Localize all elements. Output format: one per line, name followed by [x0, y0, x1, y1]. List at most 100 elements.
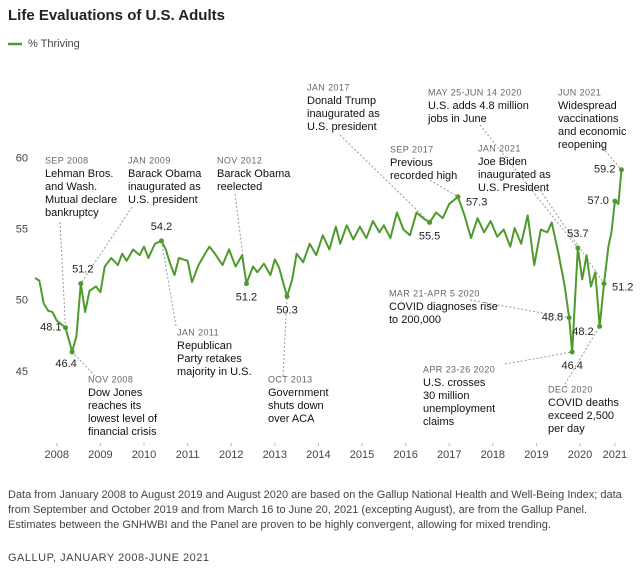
- footnote: Data from January 2008 to August 2019 an…: [8, 489, 622, 531]
- y-tick-label: 55: [16, 223, 28, 235]
- annotation-text: COVID diagnoses rise: [389, 301, 498, 313]
- value-label: 48.8: [542, 312, 563, 324]
- annotation-text: U.S. president: [128, 194, 198, 206]
- annotation-point: [78, 281, 84, 287]
- annotation-point: [284, 293, 290, 299]
- annotation-date: JUN 2021: [558, 87, 601, 97]
- annotation-connector: [71, 351, 96, 377]
- annotation-text: Republican: [177, 340, 232, 352]
- annotation-text: inaugurated as: [478, 169, 551, 181]
- annotation-date: APR 23-26 2020: [423, 364, 495, 374]
- annotation-connector: [160, 240, 177, 327]
- annotation-date: NOV 2008: [88, 374, 133, 384]
- annotation-connector: [339, 134, 430, 223]
- annotation-date: SEP 2008: [45, 155, 89, 165]
- annotation-text: and Wash.: [45, 181, 97, 193]
- x-tick-label: 2012: [219, 449, 243, 461]
- x-tick-label: 2018: [481, 449, 505, 461]
- annotation-connector: [59, 221, 67, 328]
- annotation-text: majority in U.S.: [177, 366, 252, 378]
- x-tick-label: 2011: [176, 449, 200, 461]
- annotation-text: Barack Obama: [128, 168, 202, 180]
- annotation-text: Dow Jones: [88, 387, 143, 399]
- value-label: 46.4: [561, 360, 582, 372]
- annotation-text: exceed 2,500: [548, 410, 614, 422]
- annotation-text: U.S. president: [307, 121, 377, 133]
- annotation-text: Donald Trump: [307, 95, 376, 107]
- annotation-text: reelected: [217, 181, 262, 193]
- annotation-point: [569, 349, 575, 355]
- annotation-point: [455, 194, 461, 200]
- annotation-text: COVID deaths: [548, 397, 619, 409]
- value-label: 48.1: [40, 322, 61, 334]
- annotation-text: Barack Obama: [217, 168, 291, 180]
- annotation-text: over ACA: [268, 413, 315, 425]
- annotation-text: bankruptcy: [45, 207, 99, 219]
- x-tick-label: 2013: [263, 449, 287, 461]
- annotation-text: shuts down: [268, 400, 324, 412]
- annotation-date: OCT 2013: [268, 374, 313, 384]
- annotation-connector: [234, 193, 247, 284]
- annotation-connector: [469, 299, 570, 319]
- annotation-point: [566, 315, 572, 321]
- annotation-date: NOV 2012: [217, 155, 262, 165]
- annotation-text: and economic: [558, 126, 627, 138]
- annotation-text: vaccinations: [558, 113, 619, 125]
- annotation-connector: [504, 351, 573, 365]
- source: GALLUP, JANUARY 2008-JUNE 2021: [8, 552, 210, 564]
- annotation-text: U.S. President: [478, 182, 549, 194]
- annotation-point: [601, 281, 607, 287]
- value-label: 55.5: [419, 230, 440, 242]
- annotation-connector: [282, 296, 288, 377]
- annotation-point: [69, 349, 75, 355]
- annotation-date: JAN 2017: [307, 82, 350, 92]
- annotation-date: JAN 2011: [177, 327, 219, 337]
- legend-label: % Thriving: [28, 38, 80, 50]
- annotation-point: [243, 281, 249, 287]
- annotation-date: MAR 21-APR 5 2020: [389, 288, 480, 298]
- annotation-connector: [599, 144, 622, 171]
- annotation-text: unemployment: [423, 403, 495, 415]
- annotation-connector: [564, 326, 601, 385]
- y-tick-label: 45: [16, 366, 28, 378]
- annotation-text: Party retakes: [177, 353, 242, 365]
- annotation-point: [618, 167, 624, 173]
- annotation-text: Widespread: [558, 100, 617, 112]
- annotation-point: [597, 323, 603, 329]
- x-tick-label: 2015: [350, 449, 374, 461]
- x-tick-label: 2017: [437, 449, 461, 461]
- annotation-text: inaugurated as: [307, 108, 380, 120]
- value-label: 54.2: [151, 221, 172, 233]
- x-tick-label: 2021: [603, 449, 627, 461]
- annotation-point: [427, 219, 433, 225]
- x-tick-label: 2008: [45, 449, 69, 461]
- annotation-text: U.S. crosses: [423, 377, 486, 389]
- annotation-text: claims: [423, 416, 455, 428]
- x-tick-label: 2019: [524, 449, 548, 461]
- annotation-text: reaches its: [88, 400, 142, 412]
- x-tick-label: 2009: [88, 449, 112, 461]
- annotation-point: [63, 325, 69, 331]
- annotation-text: Mutual declare: [45, 194, 117, 206]
- value-label: 53.7: [567, 228, 588, 240]
- annotation-text: recorded high: [390, 170, 457, 182]
- annotation-text: financial crisis: [88, 426, 157, 438]
- y-tick-label: 60: [16, 152, 28, 164]
- annotation-date: DEC 2020: [548, 384, 593, 394]
- annotation-date: MAY 25-JUN 14 2020: [428, 87, 522, 97]
- annotation-text: per day: [548, 423, 585, 435]
- annotation-text: inaugurated as: [128, 181, 201, 193]
- chart-title: Life Evaluations of U.S. Adults: [8, 7, 225, 24]
- annotation-text: 30 million: [423, 390, 469, 402]
- annotation-text: reopening: [558, 139, 607, 151]
- annotation-text: Previous: [390, 157, 433, 169]
- value-label: 51.2: [72, 264, 93, 276]
- annotation-connector: [429, 179, 459, 198]
- x-tick-label: 2010: [132, 449, 156, 461]
- annotation-text: Lehman Bros.: [45, 168, 113, 180]
- value-label: 59.2: [594, 164, 615, 176]
- y-tick-label: 50: [16, 295, 28, 307]
- value-label: 57.3: [466, 197, 487, 209]
- annotation-date: JAN 2009: [128, 155, 171, 165]
